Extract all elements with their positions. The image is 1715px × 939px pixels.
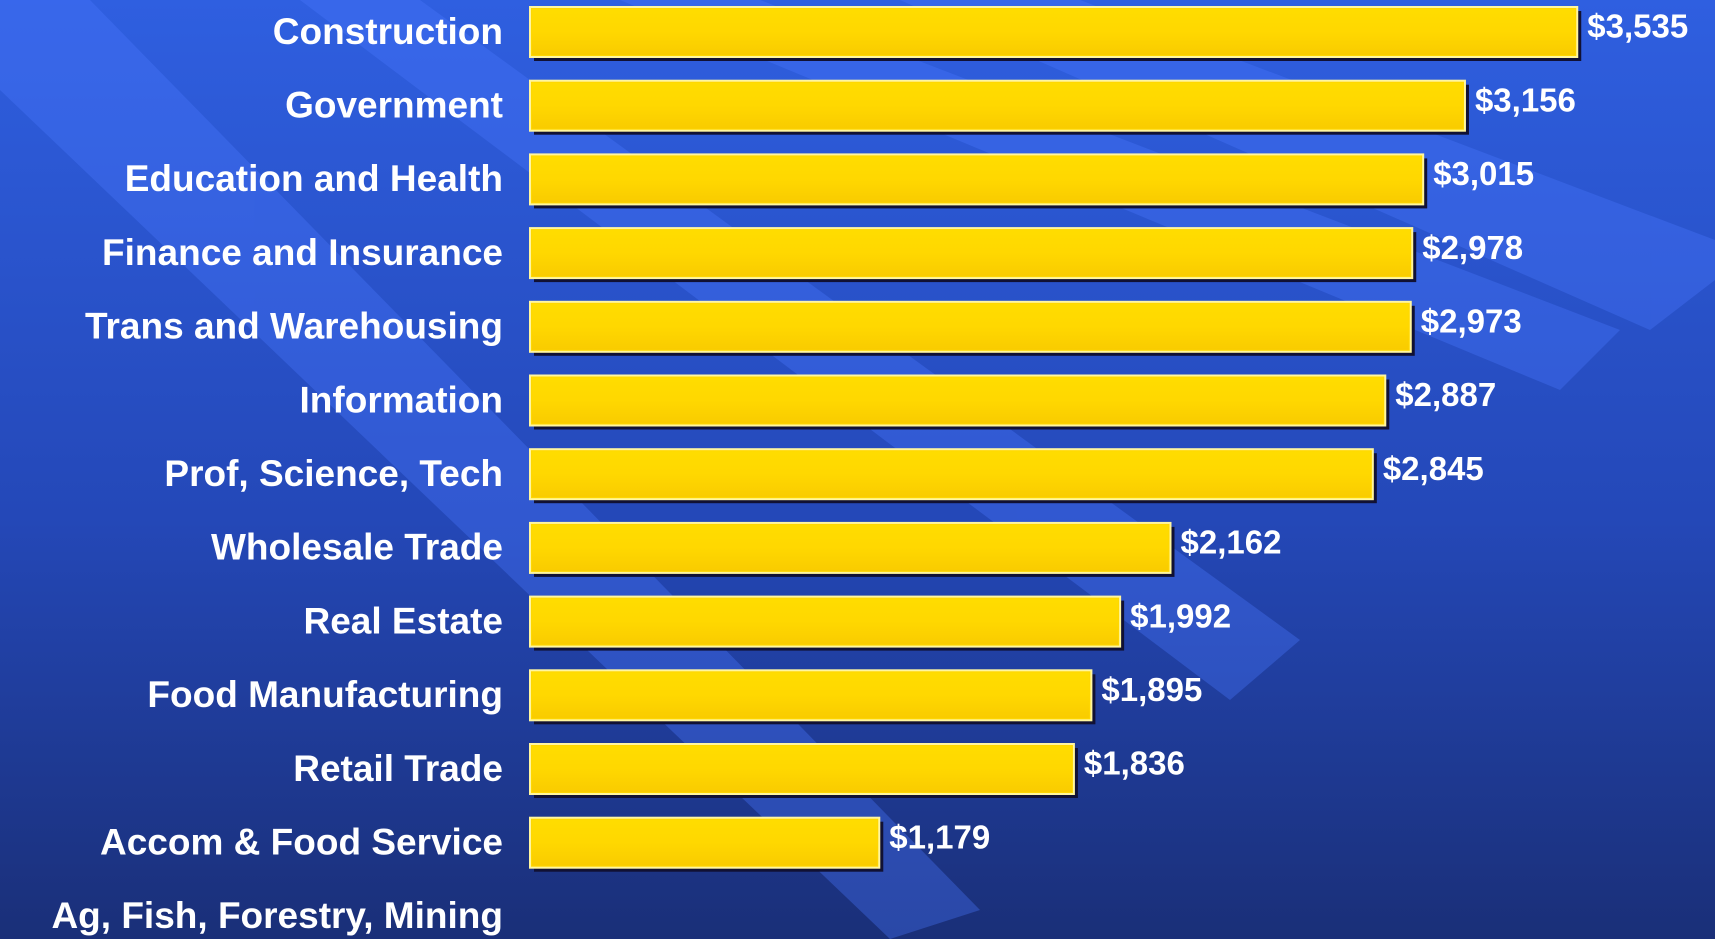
category-label: Finance and Insurance xyxy=(102,232,503,273)
bar-sheen xyxy=(532,451,1371,498)
category-label: Wholesale Trade xyxy=(211,527,503,568)
value-label: $2,162 xyxy=(1180,524,1281,561)
value-label: $1,179 xyxy=(889,818,990,855)
bar-sheen xyxy=(532,524,1169,571)
value-label: $1,895 xyxy=(1101,671,1202,708)
category-label: Retail Trade xyxy=(293,748,503,789)
bar-sheen xyxy=(532,377,1384,424)
category-label: Government xyxy=(285,84,503,125)
value-label: $1,836 xyxy=(1084,745,1185,782)
value-label: $2,887 xyxy=(1395,376,1496,413)
category-label: Trans and Warehousing xyxy=(85,306,503,347)
bar-sheen xyxy=(532,746,1072,792)
value-label: $3,156 xyxy=(1475,81,1576,118)
bar-sheen xyxy=(532,819,878,866)
category-label: Education and Health xyxy=(125,158,503,199)
bar-sheen xyxy=(532,303,1409,350)
value-label: $2,845 xyxy=(1383,450,1484,487)
bar-sheen xyxy=(532,82,1463,129)
category-label: Construction xyxy=(273,11,503,52)
category-label: Prof, Science, Tech xyxy=(164,453,503,494)
category-label: Accom & Food Service xyxy=(100,821,503,862)
value-label: $3,535 xyxy=(1587,8,1688,45)
bar-sheen xyxy=(532,598,1119,645)
plot-area: Construction $3,535 Government $3,156 Educat… xyxy=(51,6,1688,936)
value-label: $1,992 xyxy=(1130,597,1231,634)
category-label: Food Manufacturing xyxy=(147,674,503,715)
bar-sheen xyxy=(532,230,1411,277)
category-label: Information xyxy=(300,379,503,420)
category-label: Ag, Fish, Forestry, Mining xyxy=(51,895,503,936)
bar-sheen xyxy=(532,156,1422,203)
value-label: $3,015 xyxy=(1433,155,1534,192)
bar-sheen xyxy=(532,672,1090,719)
bar-sheen xyxy=(532,9,1576,55)
value-label: $2,973 xyxy=(1421,303,1522,340)
value-label: $2,978 xyxy=(1422,229,1523,266)
category-label: Real Estate xyxy=(304,600,504,641)
